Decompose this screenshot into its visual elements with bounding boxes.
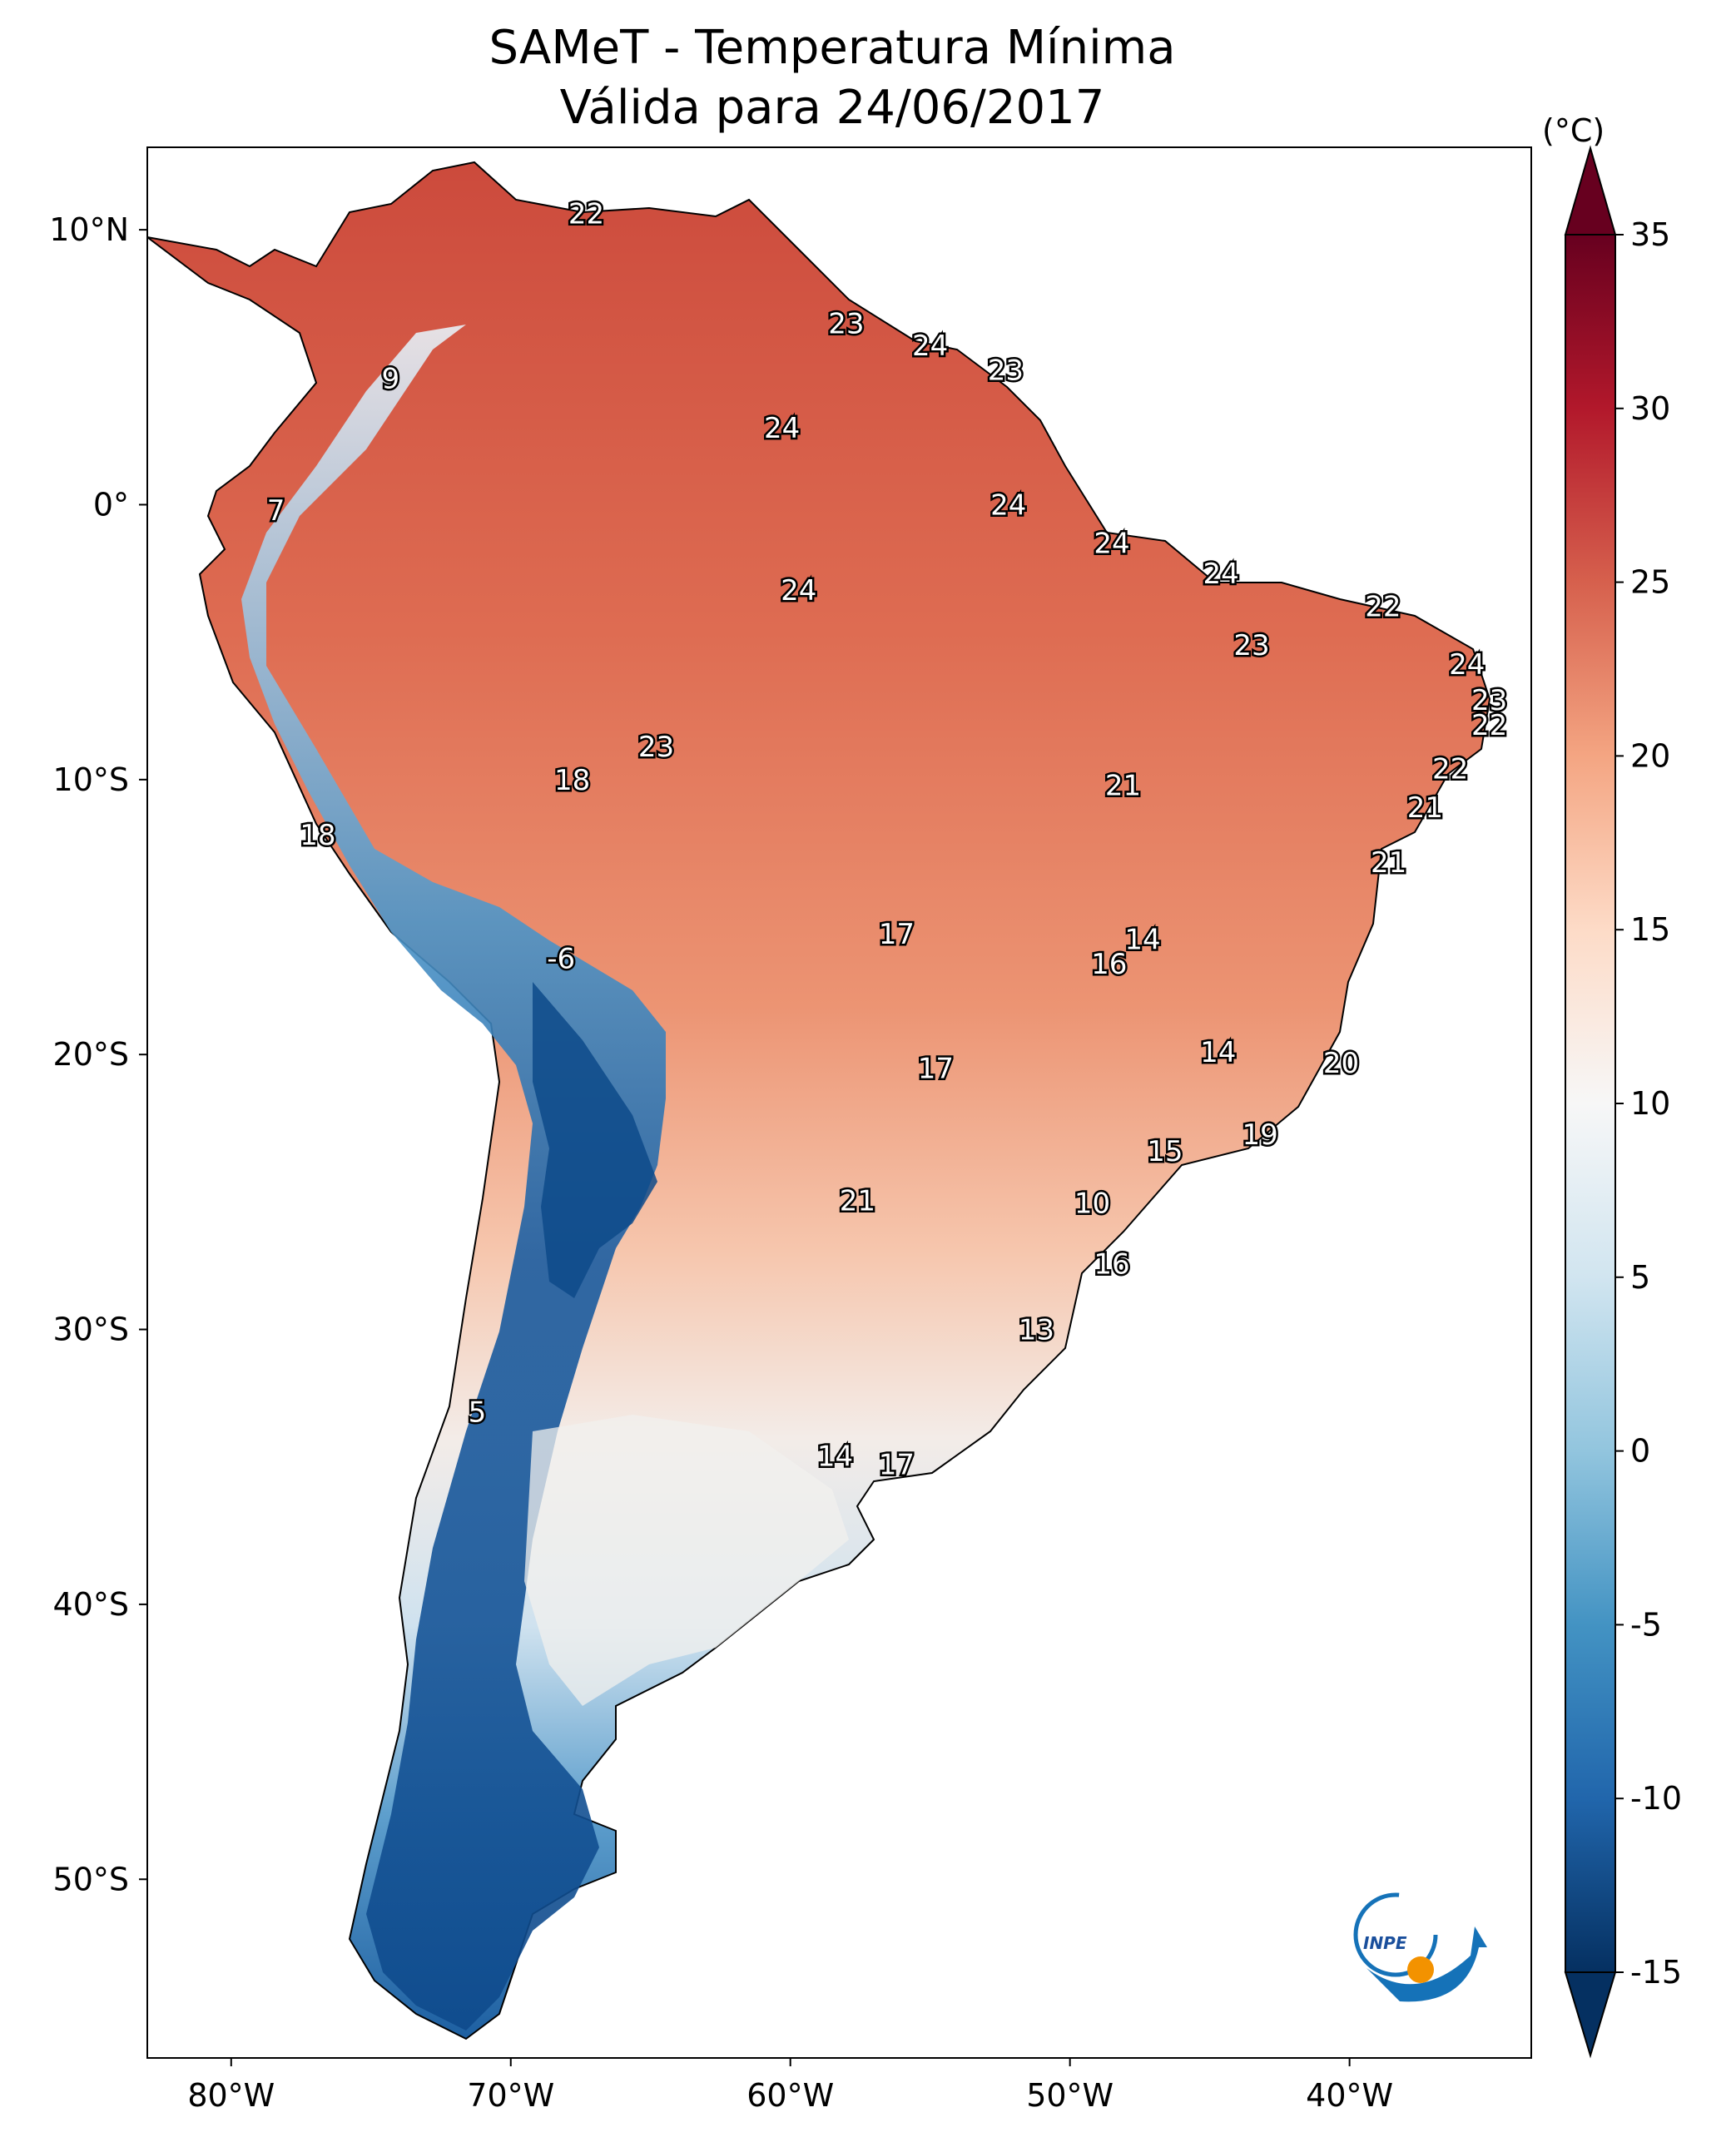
y-tick-label: 0° <box>93 486 129 523</box>
station-value: 13 <box>1019 1314 1054 1347</box>
y-tick-label: 40°S <box>53 1586 129 1623</box>
station-value: 24 <box>764 412 800 445</box>
inpe-logo: INPE <box>1353 1892 1487 2002</box>
colorbar-tick-label: -15 <box>1630 1954 1682 1991</box>
map-frame <box>146 146 1532 2059</box>
logo-swoosh-icon <box>1366 1926 1487 2002</box>
pampas-mild-area <box>524 1415 849 1706</box>
station-value: 22 <box>1471 709 1507 742</box>
y-axis-ticks: 10°N 0° 10°S 20°S 30°S 40°S 50°S <box>49 211 147 1897</box>
y-tick-label: 30°S <box>53 1312 129 1348</box>
station-value: 21 <box>1407 791 1443 825</box>
station-value: 21 <box>1105 769 1141 802</box>
station-value: 23 <box>1471 684 1507 717</box>
temperature-field <box>147 161 1491 2040</box>
station-value: 22 <box>568 197 604 231</box>
station-value: 5 <box>469 1396 487 1430</box>
y-tick-label: 10°N <box>49 211 129 248</box>
station-value: 14 <box>1200 1036 1236 1069</box>
colorbar-tick-label: 0 <box>1630 1433 1650 1470</box>
colorbar-tick-label: -10 <box>1630 1780 1682 1817</box>
colorbar-ticks: 35 30 25 20 15 10 5 0 -5 -10 -15 <box>1615 216 1682 1991</box>
station-value: 17 <box>879 1448 915 1481</box>
station-value: 14 <box>817 1440 853 1474</box>
logo-orbit-icon <box>1353 1892 1438 1977</box>
station-value: 18 <box>554 764 590 797</box>
colorbar-tick-label: 35 <box>1630 216 1670 253</box>
station-value: -6 <box>547 943 575 976</box>
colorbar-tick-label: 10 <box>1630 1085 1670 1122</box>
colorbar-body <box>1565 234 1616 1973</box>
station-value: 17 <box>879 918 915 951</box>
station-value: 20 <box>1323 1047 1359 1080</box>
station-value: 22 <box>1432 753 1468 786</box>
station-value: 23 <box>828 307 864 340</box>
title-line-2: Válida para 24/06/2017 <box>559 81 1105 135</box>
station-value: 21 <box>840 1184 875 1217</box>
station-value: 16 <box>1094 1247 1129 1281</box>
x-tick-label: 40°W <box>1306 2077 1393 2114</box>
station-value: 24 <box>1094 528 1129 561</box>
station-value: 24 <box>990 488 1026 522</box>
station-value: 22 <box>1365 591 1401 624</box>
station-value: 19 <box>1242 1118 1277 1152</box>
logo-sun-icon <box>1407 1956 1434 1983</box>
station-value: 23 <box>1233 629 1269 662</box>
map-title: SAMeT - Temperatura Mínima Válida para 2… <box>0 18 1664 138</box>
colorbar-tick-label: 30 <box>1630 390 1670 427</box>
x-tick-label: 50°W <box>1026 2077 1114 2114</box>
station-value: 24 <box>912 330 948 363</box>
y-tick-label: 20°S <box>53 1036 129 1073</box>
colorbar: (°C) 35 30 25 20 15 10 5 0 -5 -10 -15 <box>1542 112 1682 2059</box>
station-value: 24 <box>1203 558 1238 591</box>
x-tick-label: 60°W <box>746 2077 834 2114</box>
station-value: 9 <box>381 363 399 396</box>
station-value: 23 <box>988 355 1024 388</box>
title-line-1: SAMeT - Temperatura Mínima <box>489 21 1176 75</box>
x-tick-label: 80°W <box>187 2077 275 2114</box>
station-value: 24 <box>1449 648 1485 682</box>
altiplano-cold-core <box>533 982 657 1298</box>
logo-text: INPE <box>1363 1933 1407 1953</box>
station-value: 7 <box>267 494 285 528</box>
colorbar-tick-label: 25 <box>1630 564 1670 601</box>
station-value: 16 <box>1091 948 1127 981</box>
colorbar-min-extension <box>1564 1971 1617 2059</box>
station-value: 14 <box>1124 923 1160 956</box>
y-tick-label: 50°S <box>53 1861 129 1897</box>
station-value: 10 <box>1074 1188 1110 1221</box>
colorbar-max-extension <box>1564 145 1617 236</box>
station-value: 17 <box>918 1053 954 1086</box>
station-value: 23 <box>638 731 674 764</box>
x-tick-label: 70°W <box>467 2077 554 2114</box>
colorbar-unit: (°C) <box>1542 112 1605 149</box>
colorbar-tick-label: 5 <box>1630 1259 1650 1296</box>
station-value: 18 <box>300 819 335 852</box>
colorbar-tick-label: 20 <box>1630 737 1670 774</box>
colorbar-tick-label: -5 <box>1630 1606 1662 1643</box>
x-axis-ticks: 80°W 70°W 60°W 50°W 40°W <box>187 2058 1393 2114</box>
station-value: 15 <box>1147 1135 1183 1168</box>
colorbar-tick-label: 15 <box>1630 911 1670 948</box>
station-value: 24 <box>781 574 816 607</box>
y-tick-label: 10°S <box>53 761 129 798</box>
station-value: 21 <box>1371 846 1406 880</box>
